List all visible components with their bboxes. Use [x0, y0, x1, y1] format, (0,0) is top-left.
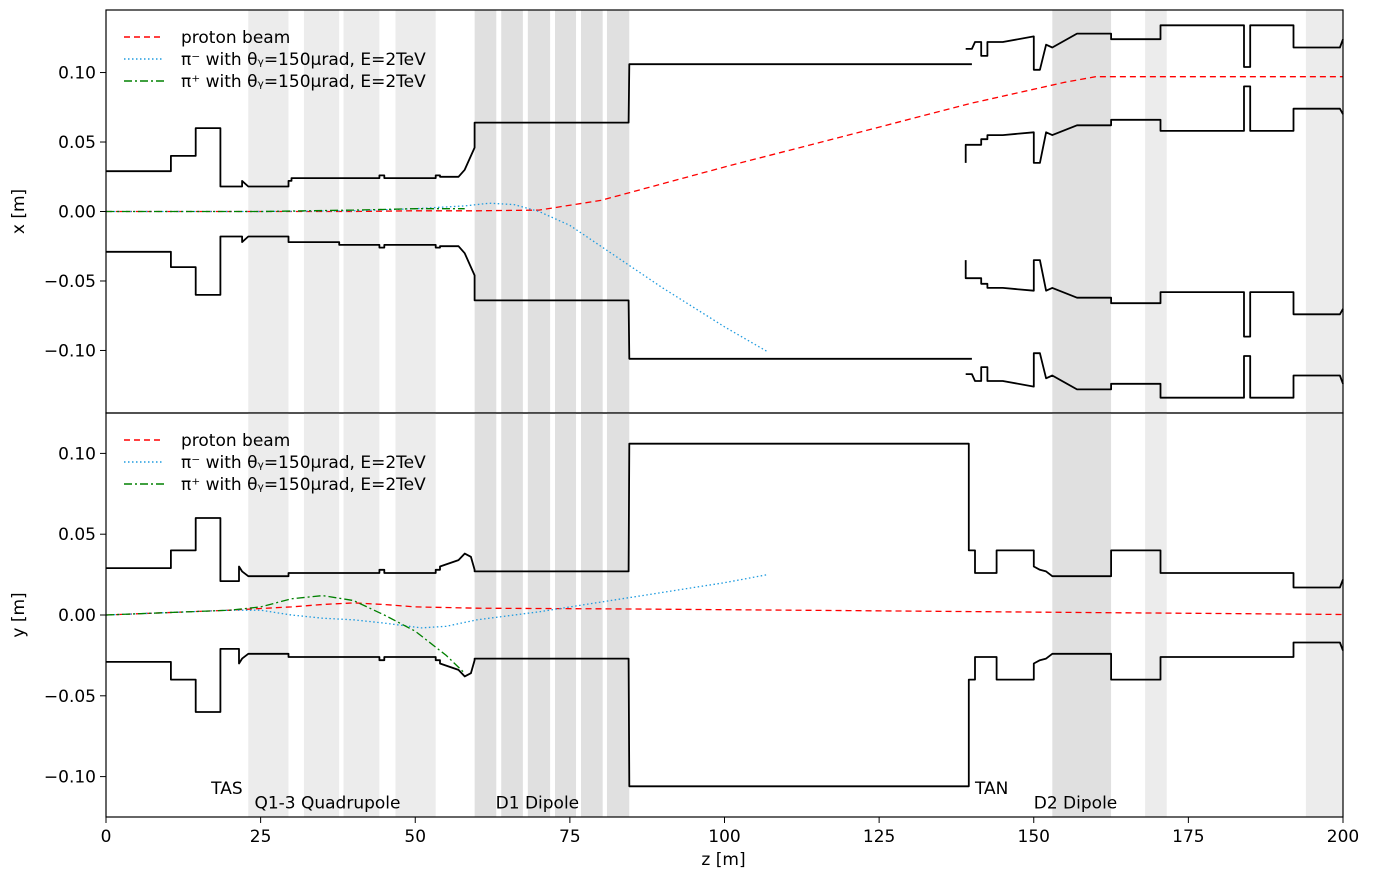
element-region-band-8: [581, 10, 603, 413]
element-region-band-9: [606, 413, 630, 817]
series-line-aperture-upper-right-outer: [965, 24, 1344, 71]
y-tick-label: −0.05: [44, 272, 96, 292]
element-region-band-8: [581, 413, 603, 817]
element-region-band-6: [527, 413, 551, 817]
series-line-aperture-lower-left: [106, 641, 1344, 788]
series-line--with-150-rad-e-2tev: [106, 208, 465, 213]
y-tick-label: −0.05: [44, 687, 96, 707]
annotation-label: TAN: [974, 779, 1008, 799]
element-region-band-0: [248, 413, 289, 817]
series-line-proton-beam: [106, 76, 1343, 213]
y-tick-label: 0.10: [58, 444, 96, 464]
annotation-label: D1 Dipole: [496, 793, 580, 813]
series-line--with-150-rad-e-2tev: [105, 573, 768, 629]
element-region-band-11: [1145, 10, 1167, 413]
x-tick-label: 200: [1327, 827, 1359, 847]
series-line-aperture-upper-left: [106, 442, 1344, 589]
bottom-panel: 0.10 0.05 0.00 −0.05 −0.10 0 25 50 75 100 125 150 1…: [9, 412, 1359, 847]
series-line-aperture-lower-right-inner: [964, 259, 1344, 338]
element-region-band-11: [1145, 413, 1167, 817]
series-line--with-150-rad-e-2tev: [105, 594, 466, 674]
series-line--with-150-rad-e-2tev: [106, 202, 769, 353]
x-tick-label: 150: [1018, 827, 1050, 847]
element-region-band-3: [395, 413, 436, 817]
series-line-aperture-lower-left: [106, 235, 972, 360]
top-panel: 0.10 0.05 0.00 −0.05 −0.10 x [m] proton beam…: [9, 9, 1344, 414]
x-axis-label: z [m]: [701, 850, 745, 869]
legend-label: proton beam: [181, 28, 290, 48]
annotation-label: Q1-3 Quadrupole: [254, 793, 400, 813]
annotation-label: D2 Dipole: [1034, 793, 1118, 813]
element-region-band-9: [606, 10, 630, 413]
element-region-band-12: [1305, 10, 1343, 413]
legend-label: π⁻ with θᵧ=150μrad, E=2TeV: [181, 453, 426, 473]
legend-label: π⁻ with θᵧ=150μrad, E=2TeV: [181, 50, 426, 70]
x-tick-label: 75: [559, 827, 581, 847]
y-tick-label: 0.05: [58, 525, 96, 545]
series-line-proton-beam: [105, 602, 1344, 616]
x-tick-label: 25: [250, 827, 272, 847]
element-region-band-1: [303, 413, 340, 817]
element-region-band-10: [1052, 413, 1112, 817]
series-line-aperture-upper-left: [106, 63, 972, 188]
y-tick-label: 0.05: [58, 133, 96, 153]
legend-label: π⁺ with θᵧ=150μrad, E=2TeV: [181, 475, 426, 495]
y-tick-label: 0.00: [58, 606, 96, 626]
element-region-band-7: [555, 10, 577, 413]
element-region-band-2: [343, 413, 380, 817]
y-tick-label: 0.00: [58, 203, 96, 223]
series-line-aperture-lower-right-outer: [965, 352, 1344, 399]
top-y-axis-label: x [m]: [9, 189, 29, 234]
element-region-band-3: [395, 10, 436, 413]
y-tick-label: 0.10: [58, 64, 96, 84]
annotation-label: TAS: [210, 779, 243, 799]
x-tick-label: 0: [101, 827, 112, 847]
x-tick-label: 125: [863, 827, 895, 847]
x-tick-label: 175: [1172, 827, 1204, 847]
x-tick-label: 100: [708, 827, 740, 847]
legend-label: proton beam: [181, 431, 290, 451]
element-region-band-4: [474, 413, 497, 817]
element-region-band-10: [1052, 10, 1112, 413]
element-region-band-6: [527, 10, 551, 413]
legend-label: π⁺ with θᵧ=150μrad, E=2TeV: [181, 72, 426, 92]
element-region-band-4: [474, 10, 497, 413]
element-region-band-5: [501, 10, 523, 413]
element-region-band-7: [555, 413, 577, 817]
y-tick-label: −0.10: [44, 768, 96, 788]
series-line-aperture-upper-right-inner: [964, 85, 1344, 164]
x-tick-label: 50: [404, 827, 426, 847]
y-tick-label: −0.10: [44, 341, 96, 361]
bottom-y-axis-label: y [m]: [9, 592, 29, 637]
